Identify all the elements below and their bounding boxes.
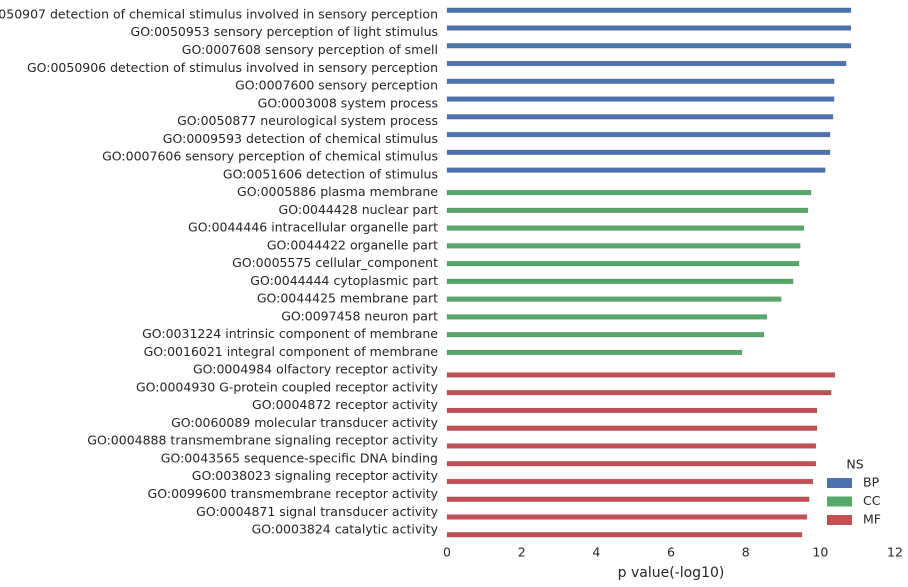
bar — [446, 7, 852, 13]
y-tick-label: GO:0005575 cellular_component — [232, 255, 438, 270]
legend-swatch — [827, 478, 852, 488]
y-tick-label: GO:0051606 detection of stimulus — [223, 166, 438, 181]
y-tick-label: GO:0044444 cytoplasmic part — [250, 273, 438, 288]
bar — [446, 207, 809, 214]
bar — [446, 372, 836, 378]
bar — [446, 189, 812, 196]
y-tick-label: GO:0050953 sensory perception of light s… — [131, 24, 438, 39]
y-tick-label: GO:0004984 olfactory receptor activity — [193, 362, 439, 377]
bar — [446, 278, 794, 285]
bar — [446, 425, 818, 431]
y-tick-label: GO:0004930 G-protein coupled receptor ac… — [136, 379, 439, 394]
bar — [446, 461, 817, 467]
y-tick-label: GO:0044446 intracellular organelle part — [188, 220, 438, 235]
x-tick-label: 4 — [592, 545, 600, 560]
y-tick-label: GO:0003824 catalytic activity — [252, 522, 439, 537]
y-tick-label: GO:0043565 sequence-specific DNA binding — [161, 450, 438, 465]
bar — [446, 443, 817, 449]
y-tick-label: GO:0050877 neurological system process — [177, 113, 438, 128]
bar — [446, 43, 852, 49]
y-tick-label: GO:0044422 organelle part — [267, 237, 438, 252]
x-tick-label: 0 — [443, 545, 451, 560]
legend-title: NS — [846, 457, 863, 472]
y-tick-label: GO:0004871 signal transducer activity — [196, 504, 438, 519]
bar — [446, 78, 835, 84]
bar — [446, 314, 768, 320]
y-tick-label: GO:0050907 detection of chemical stimulu… — [0, 6, 438, 21]
y-tick-label: GO:0044425 membrane part — [257, 291, 438, 306]
bar — [446, 131, 831, 138]
legend-swatch — [827, 515, 852, 525]
bar — [446, 496, 810, 502]
bar — [446, 390, 832, 396]
bar — [446, 407, 818, 414]
bar — [446, 296, 782, 302]
y-tick-label: GO:0016021 integral component of membran… — [144, 344, 439, 359]
bar — [446, 532, 803, 538]
legend-swatch — [827, 496, 852, 507]
y-tick-label: GO:0009593 detection of chemical stimulu… — [163, 131, 438, 146]
bar — [446, 96, 835, 102]
y-tick-label: GO:0099600 transmembrane receptor activi… — [148, 486, 439, 501]
y-tick-label: GO:0097458 neuron part — [281, 308, 438, 323]
legend-label: CC — [863, 493, 881, 508]
x-tick-label: 2 — [518, 545, 526, 560]
bar — [446, 25, 852, 31]
y-tick-label: GO:0004888 transmembrane signaling recep… — [87, 433, 438, 448]
x-tick-label: 8 — [742, 545, 750, 560]
y-tick-label: GO:0007600 sensory perception — [235, 78, 438, 93]
bar — [446, 514, 808, 520]
bar — [446, 60, 847, 67]
x-tick-label: 10 — [812, 545, 828, 560]
bar — [446, 349, 743, 356]
x-tick-label: 12 — [887, 545, 903, 560]
y-tick-label: GO:0007608 sensory perception of smell — [182, 42, 438, 57]
y-tick-label: GO:0004872 receptor activity — [252, 397, 439, 412]
x-tick-label: 6 — [667, 545, 675, 560]
bar — [446, 243, 801, 249]
bar — [446, 114, 834, 120]
y-tick-label: GO:0044428 nuclear part — [279, 202, 439, 217]
y-tick-label: GO:0038023 signaling receptor activity — [192, 468, 439, 483]
y-tick-label: GO:0007606 sensory perception of chemica… — [102, 149, 438, 164]
legend-label: BP — [863, 475, 880, 490]
bar — [446, 331, 765, 338]
bar — [446, 167, 826, 173]
y-tick-label: GO:0050906 detection of stimulus involve… — [27, 60, 438, 75]
y-tick-label: GO:0005886 plasma membrane — [237, 184, 438, 199]
bar — [446, 478, 814, 485]
legend-label: MF — [863, 512, 881, 527]
y-tick-label: GO:0003008 system process — [258, 95, 438, 110]
x-axis-label: p value(-log10) — [618, 565, 725, 581]
bar — [446, 149, 831, 155]
y-tick-label: GO:0031224 intrinsic component of membra… — [142, 326, 438, 341]
bar — [446, 260, 800, 267]
y-tick-label: GO:0060089 molecular transducer activity — [171, 415, 439, 430]
bar — [446, 225, 805, 231]
